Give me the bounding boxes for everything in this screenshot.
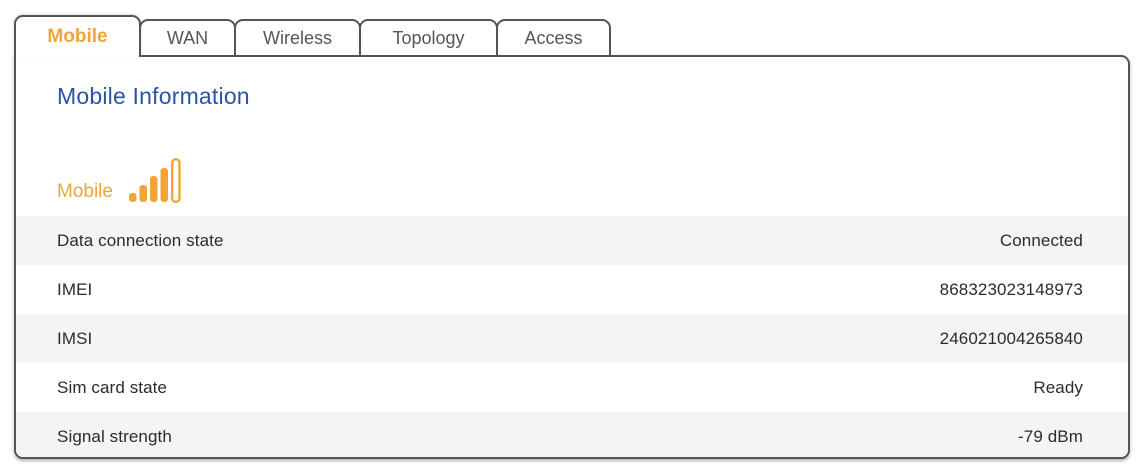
table-row: Data connection state Connected: [16, 216, 1128, 265]
row-label: Sim card state: [57, 377, 168, 397]
row-label: Data connection state: [57, 230, 224, 250]
row-value: 246021004265840: [939, 328, 1083, 348]
tab-wan[interactable]: WAN: [139, 19, 236, 55]
mobile-information-panel: Mobile Information Mobile Data connectio…: [14, 55, 1130, 459]
tab-wireless-label: Wireless: [262, 27, 332, 48]
mobile-section-header: Mobile: [57, 157, 1128, 203]
mobile-section-label: Mobile: [57, 181, 113, 202]
tab-access-label: Access: [524, 27, 583, 48]
info-table: Data connection state Connected IMEI 868…: [16, 216, 1128, 457]
tab-topology[interactable]: Topology: [359, 19, 498, 55]
row-label: IMEI: [57, 279, 93, 299]
table-row: Sim card state Ready: [16, 363, 1128, 412]
row-value: Connected: [999, 230, 1083, 250]
tab-wireless[interactable]: Wireless: [234, 19, 361, 55]
tab-mobile[interactable]: Mobile: [14, 15, 141, 57]
row-value: Ready: [1033, 377, 1083, 397]
table-row: Signal strength -79 dBm: [16, 412, 1128, 457]
row-value: 868323023148973: [939, 279, 1083, 299]
tab-mobile-label: Mobile: [47, 26, 108, 47]
tab-topology-label: Topology: [392, 27, 465, 48]
tab-access[interactable]: Access: [496, 19, 611, 55]
row-value: -79 dBm: [1018, 426, 1083, 446]
table-row: IMSI 246021004265840: [16, 314, 1128, 363]
row-label: Signal strength: [57, 426, 172, 446]
tab-bar: Mobile WAN Wireless Topology Access: [14, 13, 1130, 57]
row-label: IMSI: [57, 328, 93, 348]
table-row: IMEI 868323023148973: [16, 265, 1128, 314]
signal-strength-icon: [128, 158, 181, 203]
page-title: Mobile Information: [57, 83, 250, 109]
tab-wan-label: WAN: [166, 27, 209, 48]
